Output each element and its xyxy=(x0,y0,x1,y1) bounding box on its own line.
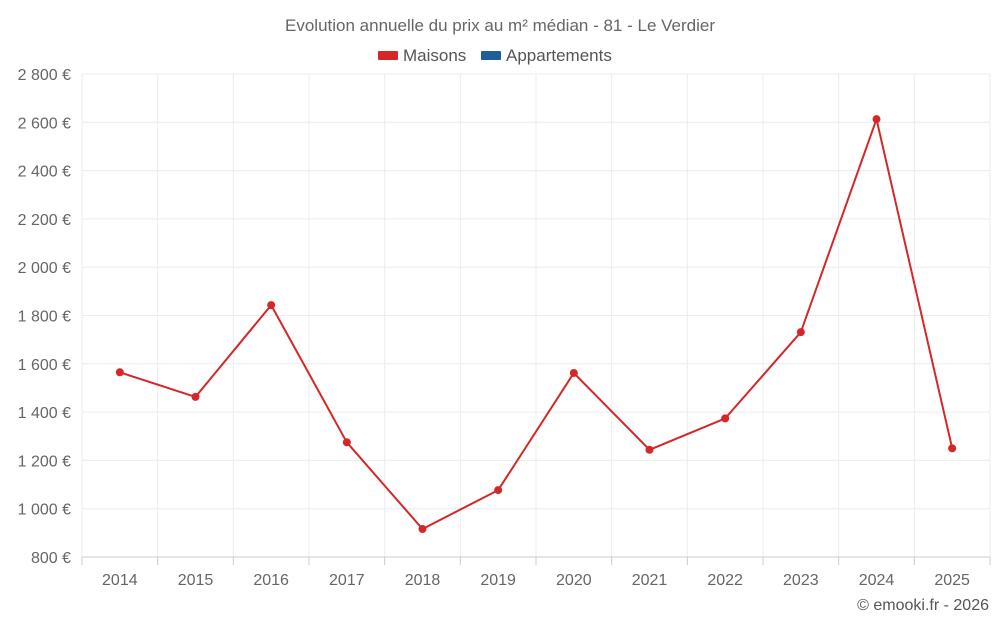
y-tick-label: 1 400 € xyxy=(18,405,71,422)
data-point[interactable] xyxy=(418,524,427,533)
x-tick-label: 2015 xyxy=(178,572,214,589)
x-tick-label: 2023 xyxy=(783,572,819,589)
y-tick-label: 800 € xyxy=(31,550,71,567)
data-point[interactable] xyxy=(115,368,124,377)
legend-label-maisons: Maisons xyxy=(403,46,466,65)
x-tick-labels: 2014 2015 2016 2017 2018 2019 2020 2021 2022 2023… xyxy=(81,557,991,589)
y-tick-label: 1 200 € xyxy=(18,453,71,470)
data-point[interactable] xyxy=(267,301,276,310)
x-tick-label: 2014 xyxy=(102,572,138,589)
y-tick-label: 1 600 € xyxy=(18,357,71,374)
grid-lines xyxy=(81,73,991,557)
y-tick-labels: 2 800 € 2 600 € 2 400 € 2 200 € 2 000 € 1 800… xyxy=(18,67,71,567)
y-tick-label: 2 800 € xyxy=(18,67,71,84)
data-point[interactable] xyxy=(721,414,730,423)
data-point[interactable] xyxy=(948,444,957,453)
y-tick-label: 2 400 € xyxy=(18,164,71,181)
x-tick-label: 2018 xyxy=(405,572,441,589)
x-tick-label: 2024 xyxy=(859,572,895,589)
series-line-maisons xyxy=(119,118,954,530)
data-point[interactable] xyxy=(872,115,881,124)
x-tick-label: 2019 xyxy=(480,572,516,589)
y-tick-label: 2 600 € xyxy=(18,115,71,132)
x-tick-label: 2017 xyxy=(329,572,365,589)
legend-item-appartements[interactable]: Appartements xyxy=(481,46,612,65)
legend-item-maisons[interactable]: Maisons xyxy=(378,46,466,65)
legend-label-appartements: Appartements xyxy=(506,46,612,65)
data-point[interactable] xyxy=(569,368,578,377)
x-tick-label: 2016 xyxy=(253,572,289,589)
legend-swatch-appartements xyxy=(481,51,501,60)
legend-swatch-maisons xyxy=(378,51,398,60)
x-tick-label: 2021 xyxy=(632,572,668,589)
y-tick-label: 1 000 € xyxy=(18,502,71,519)
legend: Maisons Appartements xyxy=(378,46,612,65)
data-point[interactable] xyxy=(342,438,351,447)
data-point[interactable] xyxy=(191,392,200,401)
data-point[interactable] xyxy=(645,445,654,454)
x-tick-label: 2022 xyxy=(707,572,743,589)
y-tick-label: 1 800 € xyxy=(18,309,71,326)
y-tick-label: 2 200 € xyxy=(18,212,71,229)
x-tick-label: 2020 xyxy=(556,572,592,589)
chart-title: Evolution annuelle du prix au m² médian … xyxy=(285,16,715,35)
data-point[interactable] xyxy=(796,328,805,337)
data-point[interactable] xyxy=(494,486,503,495)
credit-text: © emooki.fr - 2026 xyxy=(857,597,989,614)
series-lines xyxy=(115,115,957,533)
y-tick-label: 2 000 € xyxy=(18,260,71,277)
x-tick-label: 2025 xyxy=(934,572,970,589)
